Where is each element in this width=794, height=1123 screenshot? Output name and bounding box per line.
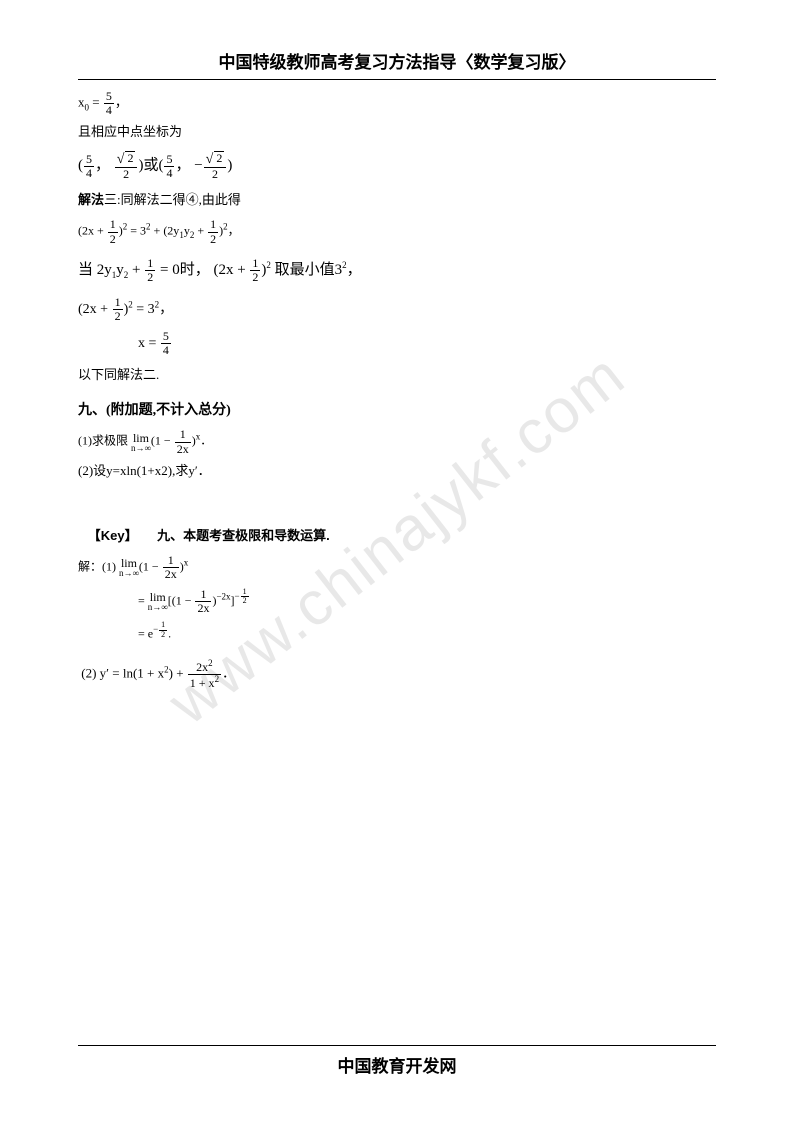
- eq-midpoints: (54， √22)或(54， −√22): [78, 151, 716, 182]
- eq-x0: x0 = 54，: [78, 90, 716, 117]
- key-line: 【Key】 九、本题考查极限和导数运算.: [78, 524, 716, 549]
- page-header: 中国特级教师高考复习方法指导〈数学复习版〉: [78, 48, 716, 80]
- method-3: 解法三:同解法二得④,由此得: [78, 188, 716, 213]
- sol-1b: = limn→∞[(1 − 12x)−2x]−12: [138, 588, 716, 615]
- eq-x: x = 54: [138, 330, 716, 358]
- content: x0 = 54， 且相应中点坐标为 (54， √22)或(54， −√22) 解…: [78, 90, 716, 691]
- section-9: 九、(附加题,不计入总分): [78, 398, 716, 425]
- sol-2: (2) y′ = ln(1 + x2) + 2x21 + x2．: [78, 659, 716, 690]
- page: 中国特级教师高考复习方法指导〈数学复习版〉 x0 = 54， 且相应中点坐标为 …: [0, 0, 794, 737]
- eq-expand: (2x + 12)2 = 32 + (2y1y2 + 12)2，: [78, 218, 716, 245]
- text-same-as-2: 以下同解法二.: [78, 363, 716, 388]
- q1: (1)求极限 limn→∞(1 − 12x)x．: [78, 428, 716, 455]
- eq-sq: (2x + 12)2 = 32，: [78, 296, 716, 324]
- text-midpoint: 且相应中点坐标为: [78, 120, 716, 145]
- q2: (2)设y=xln(1+x2),求y′．: [78, 459, 716, 484]
- eq-when: 当 2y1y2 + 12 = 0时， (2x + 12)2 取最小值32，: [78, 256, 716, 285]
- sol-1: 解：(1) limn→∞(1 − 12x)x: [78, 554, 716, 581]
- page-footer: 中国教育开发网: [78, 1045, 716, 1077]
- sol-1c: = e−12.: [138, 621, 716, 645]
